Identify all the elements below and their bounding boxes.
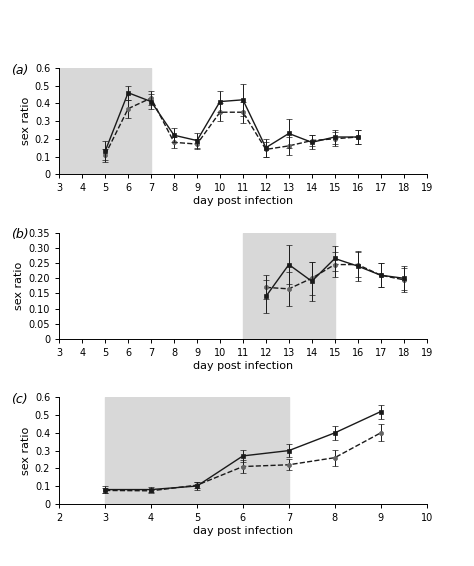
X-axis label: day post infection: day post infection — [193, 526, 293, 535]
Text: (c): (c) — [11, 393, 28, 406]
Bar — [105, 397, 289, 504]
X-axis label: day post infection: day post infection — [193, 361, 293, 371]
Text: (b): (b) — [11, 229, 29, 242]
Bar — [243, 233, 335, 339]
Bar — [59, 68, 151, 174]
Text: (a): (a) — [11, 63, 29, 76]
Y-axis label: sex ratio: sex ratio — [21, 426, 31, 475]
X-axis label: day post infection: day post infection — [193, 196, 293, 206]
Y-axis label: sex ratio: sex ratio — [14, 261, 25, 310]
Y-axis label: sex ratio: sex ratio — [21, 97, 31, 145]
